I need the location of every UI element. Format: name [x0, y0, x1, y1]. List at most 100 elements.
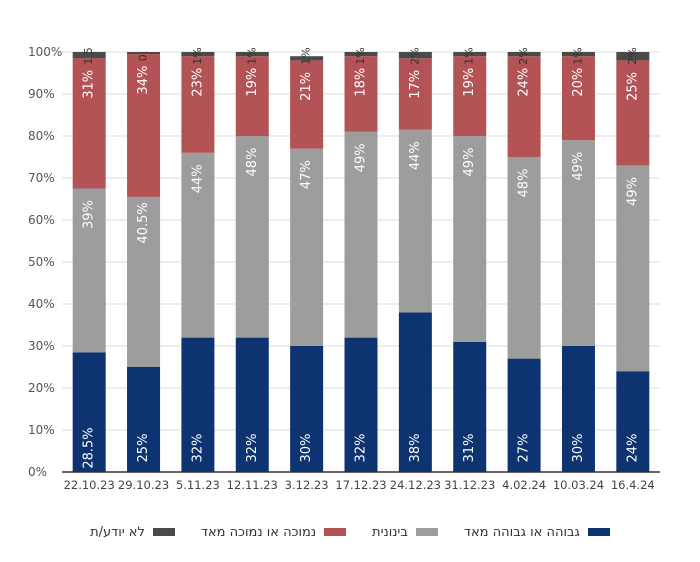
bar-segment [344, 56, 378, 132]
x-tick-label: 24.12.23 [390, 478, 441, 492]
legend-label: לא יודע/ת [90, 524, 145, 540]
bar-segment [127, 52, 161, 55]
bar-segment [616, 52, 650, 61]
bar-segment [290, 346, 324, 472]
y-tick-label: 80% [28, 129, 55, 143]
bar-segment [127, 367, 161, 472]
x-axis-ticks: 22.10.23 29.10.23 5.11.23 12.11.23 3.12.23 17… [64, 478, 655, 492]
y-tick-label: 70% [28, 171, 55, 185]
y-tick-label: 90% [28, 87, 55, 101]
bar-segment [235, 136, 269, 338]
data-label: 32% [354, 434, 369, 463]
data-label: 1% [354, 47, 367, 64]
bar-segment [127, 54, 161, 197]
bar-segment [235, 52, 269, 57]
bar-segment [290, 148, 324, 346]
y-tick-label: 10% [28, 423, 55, 437]
data-label: 30% [571, 434, 586, 463]
data-label: 34% [136, 66, 151, 95]
y-tick-label: 0% [28, 465, 47, 479]
bar-segment [398, 52, 432, 59]
bar-segment [453, 56, 487, 137]
legend-swatch [415, 528, 438, 536]
bar-segment [398, 129, 432, 313]
chart-legend: גבוהה או גבוהה מאד בינונית נמוכה או נמוכה … [0, 520, 700, 544]
data-label: 1% [463, 47, 476, 64]
bar-segment [290, 60, 324, 149]
legend-swatch [324, 528, 347, 536]
x-tick-label: 17.12.23 [335, 478, 386, 492]
x-tick-label: 29.10.23 [118, 478, 169, 492]
bar-segment [507, 52, 541, 57]
bar-segment [181, 337, 215, 472]
bar-segment [453, 341, 487, 472]
y-tick-label: 100% [28, 45, 62, 59]
bar-segment [72, 188, 106, 353]
bar-segment [561, 56, 595, 141]
legend-item: בינונית [372, 520, 438, 544]
data-label: 1% [245, 47, 258, 64]
data-label: 2% [408, 47, 421, 64]
bar-segment [398, 312, 432, 472]
data-label: 25% [625, 72, 640, 101]
x-tick-label: 12.11.23 [227, 478, 278, 492]
data-label: 47% [299, 160, 314, 189]
x-tick-label: 4.02.24 [502, 478, 546, 492]
bar-segment [235, 56, 269, 137]
legend-item: נמוכה או נמוכה מאד [200, 520, 347, 544]
bar-segment [181, 152, 215, 338]
data-label: 19% [462, 68, 477, 97]
data-label: 31% [462, 434, 477, 463]
bar-segment [616, 60, 650, 166]
data-label: 49% [571, 152, 586, 181]
data-label: 31% [82, 70, 97, 99]
data-label: 1% [571, 47, 584, 64]
x-tick-label: 22.10.23 [64, 478, 115, 492]
bar-segment [72, 352, 106, 472]
stacked-bar-chart: 0% 10% 20% 30% 40% 50% 60% 70% 80% 90% 100% 28.5% 3… [28, 45, 660, 492]
data-label: 44% [190, 164, 205, 193]
data-label: 20% [571, 68, 586, 97]
data-label: 0. [137, 51, 150, 62]
legend-item: לא יודע/ת [90, 520, 175, 544]
bar-segment [561, 140, 595, 346]
bar-segment [561, 346, 595, 472]
data-label: 1% [300, 47, 313, 64]
data-label: 40.5% [136, 202, 151, 243]
x-tick-label: 31.12.23 [444, 478, 495, 492]
bar-segment [344, 337, 378, 472]
data-label: 44% [408, 141, 423, 170]
data-label: 38% [408, 434, 423, 463]
data-label: 32% [245, 434, 260, 463]
legend-swatch [152, 528, 175, 536]
legend-label: נמוכה או נמוכה מאד [200, 524, 317, 540]
bar-segment [181, 52, 215, 57]
data-label: 27% [517, 434, 532, 463]
data-label: 24% [625, 434, 640, 463]
data-label: 2% [517, 47, 530, 64]
bar-segment [344, 131, 378, 338]
data-label: 1.5 [82, 47, 95, 65]
bar-segment [507, 358, 541, 472]
data-label: 39% [82, 200, 97, 229]
bar-segment [235, 337, 269, 472]
data-label: 30% [299, 434, 314, 463]
bar-segment [72, 52, 106, 59]
data-label: 49% [354, 143, 369, 172]
data-label: 48% [245, 148, 260, 177]
bar-segment [344, 52, 378, 57]
data-label: 28.5% [82, 427, 97, 468]
legend-item: גבוהה או גבוהה מאד [464, 520, 610, 544]
y-tick-label: 50% [28, 255, 55, 269]
x-tick-label: 3.12.23 [285, 478, 329, 492]
y-axis-ticks: 0% 10% 20% 30% 40% 50% 60% 70% 80% 90% 100% [28, 45, 62, 479]
data-label: 21% [299, 72, 314, 101]
data-label: 25% [136, 434, 151, 463]
y-tick-label: 40% [28, 297, 55, 311]
bar-segment [398, 58, 432, 130]
data-label: 23% [190, 68, 205, 97]
bar-segment [290, 56, 324, 61]
data-label: 1% [191, 47, 204, 64]
bar-segment [181, 56, 215, 153]
data-label: 19% [245, 68, 260, 97]
